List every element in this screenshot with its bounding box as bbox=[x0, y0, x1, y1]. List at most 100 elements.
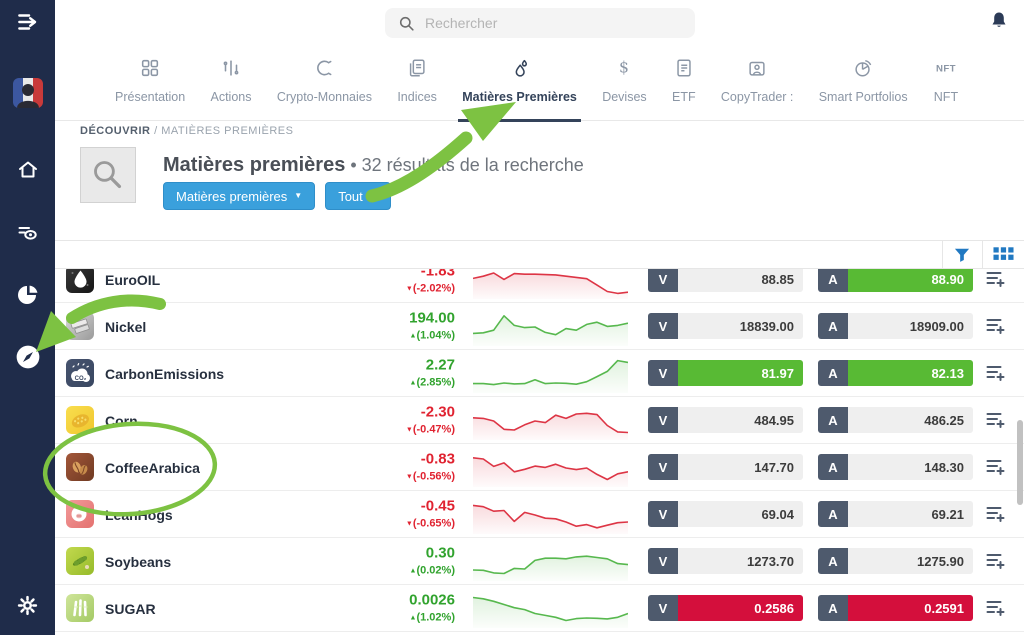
menu-arrow-icon[interactable] bbox=[0, 8, 55, 36]
search-result-thumbnail bbox=[80, 147, 136, 203]
change-percent-text: (1.04%) bbox=[416, 329, 455, 342]
portfolio-pie-icon[interactable] bbox=[0, 283, 55, 307]
breadcrumb-root[interactable]: DÉCOUVRIR bbox=[80, 125, 151, 137]
asset-name[interactable]: Corn bbox=[105, 412, 138, 429]
add-to-watchlist-icon[interactable] bbox=[985, 550, 1007, 577]
asset-icon bbox=[66, 500, 94, 528]
sell-label: V bbox=[648, 360, 678, 386]
add-to-watchlist-icon[interactable] bbox=[985, 456, 1007, 483]
tab-copytrader[interactable]: CopyTrader : bbox=[721, 45, 793, 120]
tab-label: Matières Premières bbox=[462, 90, 577, 104]
sell-price: 484.95 bbox=[678, 407, 803, 433]
buy-price: 0.2591 bbox=[848, 595, 973, 621]
add-to-watchlist-icon[interactable] bbox=[985, 503, 1007, 530]
sell-button[interactable]: V 18839.00 bbox=[648, 313, 803, 339]
sell-button[interactable]: V 1273.70 bbox=[648, 548, 803, 574]
change-block: 2.27 ▲(2.85%) bbox=[335, 357, 455, 389]
copytrader-icon bbox=[746, 57, 768, 84]
asset-icon bbox=[66, 453, 94, 481]
change-value: -0.45 bbox=[420, 497, 455, 515]
tab-pr-sentation[interactable]: Présentation bbox=[115, 45, 185, 120]
triangle-down-icon: ▼ bbox=[405, 473, 413, 481]
sparkline-chart bbox=[472, 588, 629, 633]
table-row: LeanHogs -0.45 ▼(-0.65%) V 69.04 A 69.21 bbox=[55, 491, 1024, 538]
sell-price: 147.70 bbox=[678, 454, 803, 480]
sell-button[interactable]: V 0.2586 bbox=[648, 595, 803, 621]
asset-name[interactable]: CarbonEmissions bbox=[105, 365, 225, 382]
sparkline-chart bbox=[472, 494, 629, 539]
sell-label: V bbox=[648, 501, 678, 527]
change-percent: ▼(-0.47%) bbox=[335, 423, 455, 435]
change-percent-text: (-0.65%) bbox=[412, 517, 455, 530]
tab-actions[interactable]: Actions bbox=[211, 45, 252, 120]
tab-label: Actions bbox=[210, 90, 252, 104]
sell-label: V bbox=[648, 454, 678, 480]
crypto-icon bbox=[313, 57, 335, 84]
tab-crypto-monnaies[interactable]: Crypto-Monnaies bbox=[277, 45, 372, 120]
add-to-watchlist-icon[interactable] bbox=[985, 409, 1007, 436]
watchlist-icon[interactable] bbox=[0, 221, 55, 245]
tab-label: CopyTrader : bbox=[720, 90, 794, 104]
asset-name[interactable]: LeanHogs bbox=[105, 506, 173, 523]
tab-nft[interactable]: NFT NFT bbox=[933, 45, 959, 120]
tab-indices[interactable]: Indices bbox=[397, 45, 437, 120]
table-row: CoffeeArabica -0.83 ▼(-0.56%) V 147.70 A 148.3… bbox=[55, 444, 1024, 491]
sell-button[interactable]: V 81.97 bbox=[648, 360, 803, 386]
search-icon bbox=[397, 14, 416, 33]
sell-price: 88.85 bbox=[678, 266, 803, 292]
buy-button[interactable]: A 18909.00 bbox=[818, 313, 973, 339]
scope-filter-button[interactable]: Tout ▼ bbox=[325, 182, 391, 210]
sell-button[interactable]: V 484.95 bbox=[648, 407, 803, 433]
add-to-watchlist-icon[interactable] bbox=[985, 315, 1007, 342]
add-to-watchlist-icon[interactable] bbox=[985, 268, 1007, 295]
buy-button[interactable]: A 486.25 bbox=[818, 407, 973, 433]
table-row: SUGAR 0.0026 ▲(1.02%) V 0.2586 A 0.2591 bbox=[55, 585, 1024, 632]
table-row: Nickel 194.00 ▲(1.04%) V 18839.00 A 18909.00 bbox=[55, 303, 1024, 350]
settings-gear-icon[interactable] bbox=[0, 593, 55, 617]
discover-compass-icon[interactable] bbox=[0, 345, 55, 369]
triangle-down-icon: ▼ bbox=[405, 426, 413, 434]
tab-smart-portfolios[interactable]: Smart Portfolios bbox=[819, 45, 908, 120]
buy-button[interactable]: A 88.90 bbox=[818, 266, 973, 292]
asset-name[interactable]: EuroOIL bbox=[105, 271, 161, 288]
category-filter-button[interactable]: Matières premières ▼ bbox=[163, 182, 316, 210]
notifications-bell-icon[interactable] bbox=[987, 10, 1011, 39]
asset-icon bbox=[66, 594, 94, 622]
buy-button[interactable]: A 82.13 bbox=[818, 360, 973, 386]
vertical-scrollbar[interactable] bbox=[1017, 420, 1023, 505]
tab-mati-res-premi-res[interactable]: Matières Premières bbox=[458, 45, 581, 122]
buy-button[interactable]: A 0.2591 bbox=[818, 595, 973, 621]
divider bbox=[942, 241, 943, 269]
buy-button[interactable]: A 148.30 bbox=[818, 454, 973, 480]
add-to-watchlist-icon[interactable] bbox=[985, 597, 1007, 624]
asset-name[interactable]: SUGAR bbox=[105, 600, 156, 617]
chevron-down-icon: ▼ bbox=[369, 191, 378, 200]
grid-view-icon[interactable] bbox=[993, 245, 1014, 267]
tab-devises[interactable]: $ Devises bbox=[602, 45, 646, 120]
tab-etf[interactable]: ETF bbox=[672, 45, 696, 120]
sell-price: 69.04 bbox=[678, 501, 803, 527]
currencies-icon: $ bbox=[613, 57, 635, 84]
filter-funnel-icon[interactable] bbox=[952, 245, 972, 270]
add-to-watchlist-icon[interactable] bbox=[985, 362, 1007, 389]
buy-price: 486.25 bbox=[848, 407, 973, 433]
sell-button[interactable]: V 147.70 bbox=[648, 454, 803, 480]
sell-button[interactable]: V 88.85 bbox=[648, 266, 803, 292]
asset-name[interactable]: Nickel bbox=[105, 318, 147, 335]
asset-name[interactable]: Soybeans bbox=[105, 553, 172, 570]
avatar[interactable] bbox=[13, 78, 43, 108]
table-row: Soybeans 0.30 ▲(0.02%) V 1273.70 A 1275.90 bbox=[55, 538, 1024, 585]
buy-button[interactable]: A 69.21 bbox=[818, 501, 973, 527]
magnifier-icon bbox=[94, 161, 122, 189]
buy-price: 1275.90 bbox=[848, 548, 973, 574]
buy-price: 69.21 bbox=[848, 501, 973, 527]
change-block: 0.0026 ▲(1.02%) bbox=[335, 592, 455, 624]
home-icon[interactable] bbox=[0, 158, 55, 182]
search-input[interactable]: Rechercher bbox=[385, 8, 695, 38]
buy-button[interactable]: A 1275.90 bbox=[818, 548, 973, 574]
change-block: -0.45 ▼(-0.65%) bbox=[335, 497, 455, 530]
change-value: -2.30 bbox=[420, 403, 455, 421]
change-percent-text: (1.02%) bbox=[416, 611, 455, 624]
asset-name[interactable]: CoffeeArabica bbox=[105, 459, 200, 476]
sell-button[interactable]: V 69.04 bbox=[648, 501, 803, 527]
